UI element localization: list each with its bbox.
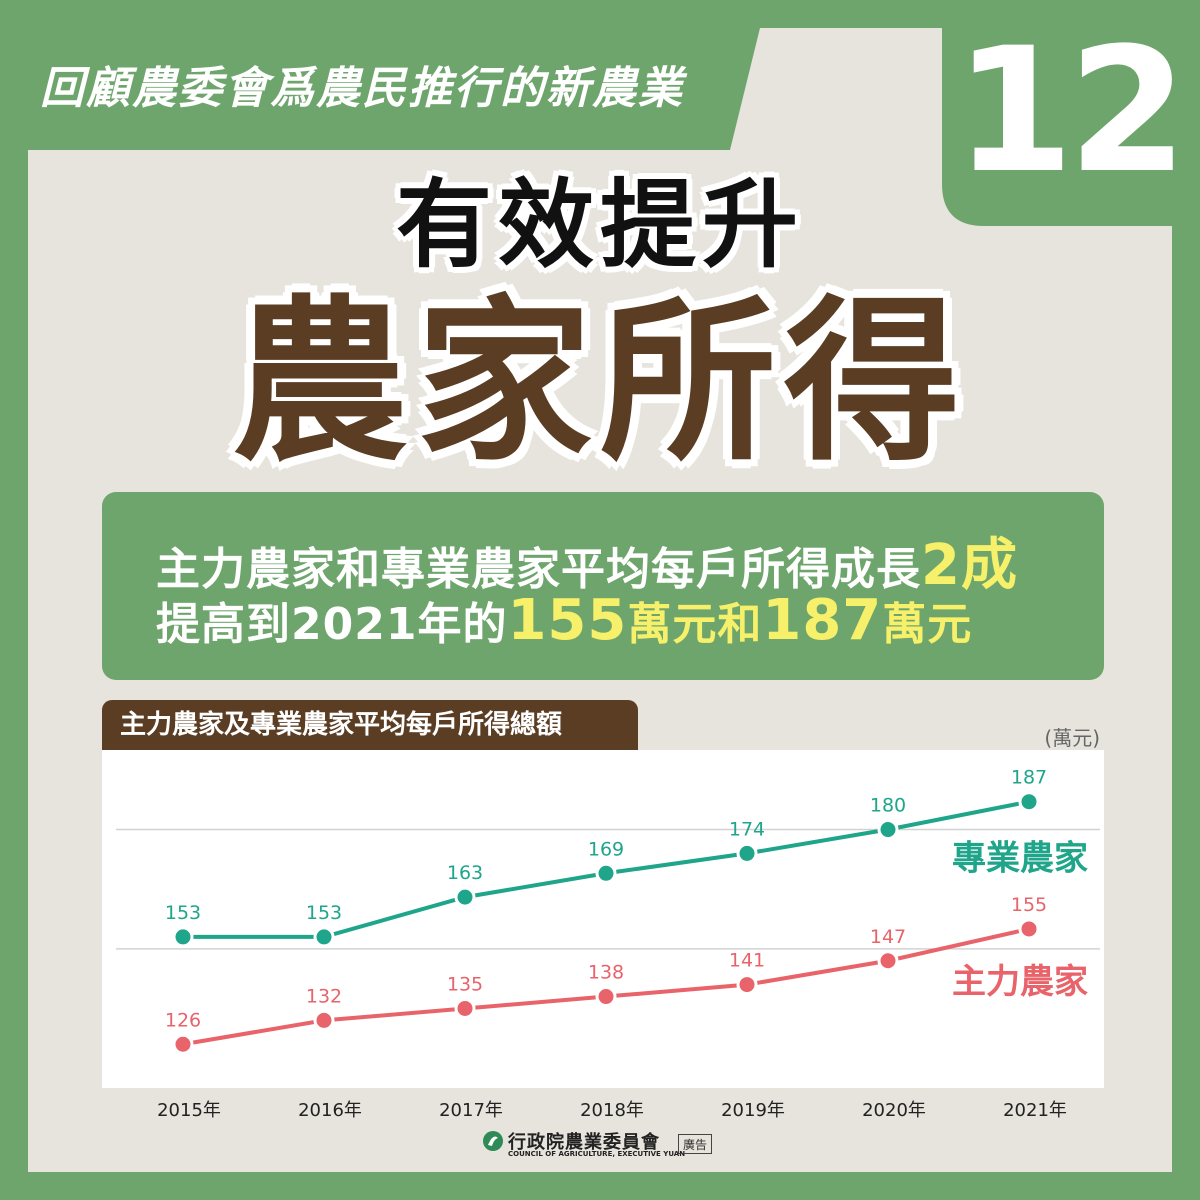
data-point (172, 1033, 194, 1055)
data-label: 132 (306, 985, 342, 1007)
data-label: 153 (306, 902, 342, 924)
chart-unit: (萬元) (1044, 726, 1100, 750)
unit-highlight-2: 萬元 (882, 599, 973, 650)
x-tick-label: 2016年 (298, 1100, 362, 1121)
data-point (454, 886, 476, 908)
data-point (172, 926, 194, 948)
data-label: 135 (447, 973, 483, 995)
coa-logo-icon (483, 1131, 503, 1151)
summary-line-2: 提高到2021年的155萬元和187萬元 (156, 588, 1096, 653)
value-highlight-1: 155 (507, 588, 628, 653)
data-label: 187 (1011, 767, 1047, 789)
data-label: 126 (165, 1009, 201, 1031)
data-point (313, 926, 335, 948)
x-tick-label: 2018年 (580, 1100, 644, 1121)
ad-badge: 廣告 (678, 1134, 712, 1154)
data-label: 174 (729, 818, 765, 840)
data-label: 141 (729, 950, 765, 972)
value-highlight-2: 187 (762, 588, 883, 653)
headline-main: 農家所得 (231, 280, 968, 485)
data-point (595, 986, 617, 1008)
data-label: 155 (1011, 894, 1047, 916)
footer-logo: 行政院農業委員會 COUNCIL OF AGRICULTURE, EXECUTI… (482, 1130, 712, 1162)
data-label: 163 (447, 862, 483, 884)
data-label: 169 (588, 838, 624, 860)
chart-title: 主力農家及專業農家平均每戶所得總額 (102, 700, 638, 750)
series-label: 主力農家 (952, 962, 1088, 1002)
x-tick-label: 2015年 (157, 1100, 221, 1121)
data-point (736, 842, 758, 864)
data-point (1018, 791, 1040, 813)
summary-line-2-prefix: 提高到2021年的 (156, 599, 508, 650)
data-label: 153 (165, 902, 201, 924)
data-point (595, 862, 617, 884)
banner-title: 回顧農委會爲農民推行的新農業 (40, 63, 684, 114)
headline-top: 有效提升 (396, 169, 804, 281)
org-name: 行政院農業委員會 (508, 1132, 660, 1153)
org-name-en: COUNCIL OF AGRICULTURE, EXECUTIVE YUAN (508, 1150, 686, 1158)
series-label: 專業農家 (952, 839, 1088, 879)
data-point (1018, 918, 1040, 940)
data-point (454, 997, 476, 1019)
growth-highlight: 2成 (921, 533, 1018, 598)
issue-number: 12 (954, 10, 1187, 211)
summary-line-1: 主力農家和專業農家平均每戶所得成長2成 (156, 520, 1096, 601)
data-point (313, 1009, 335, 1031)
x-tick-label: 2019年 (721, 1100, 785, 1121)
data-point (877, 819, 899, 841)
x-tick-label: 2021年 (1003, 1100, 1067, 1121)
data-point (877, 950, 899, 972)
plot-area (102, 750, 1104, 1088)
data-label: 180 (870, 795, 906, 817)
summary-box: 主力農家和專業農家平均每戶所得成長2成 提高到2021年的155萬元和187萬元 (102, 492, 1104, 680)
data-label: 147 (870, 926, 906, 948)
x-tick-label: 2017年 (439, 1100, 503, 1121)
x-tick-label: 2020年 (862, 1100, 926, 1121)
summary-line-1-text: 主力農家和專業農家平均每戶所得成長 (156, 544, 921, 595)
data-point (736, 974, 758, 996)
data-label: 138 (588, 962, 624, 984)
unit-highlight-1: 萬元和 (627, 599, 763, 650)
